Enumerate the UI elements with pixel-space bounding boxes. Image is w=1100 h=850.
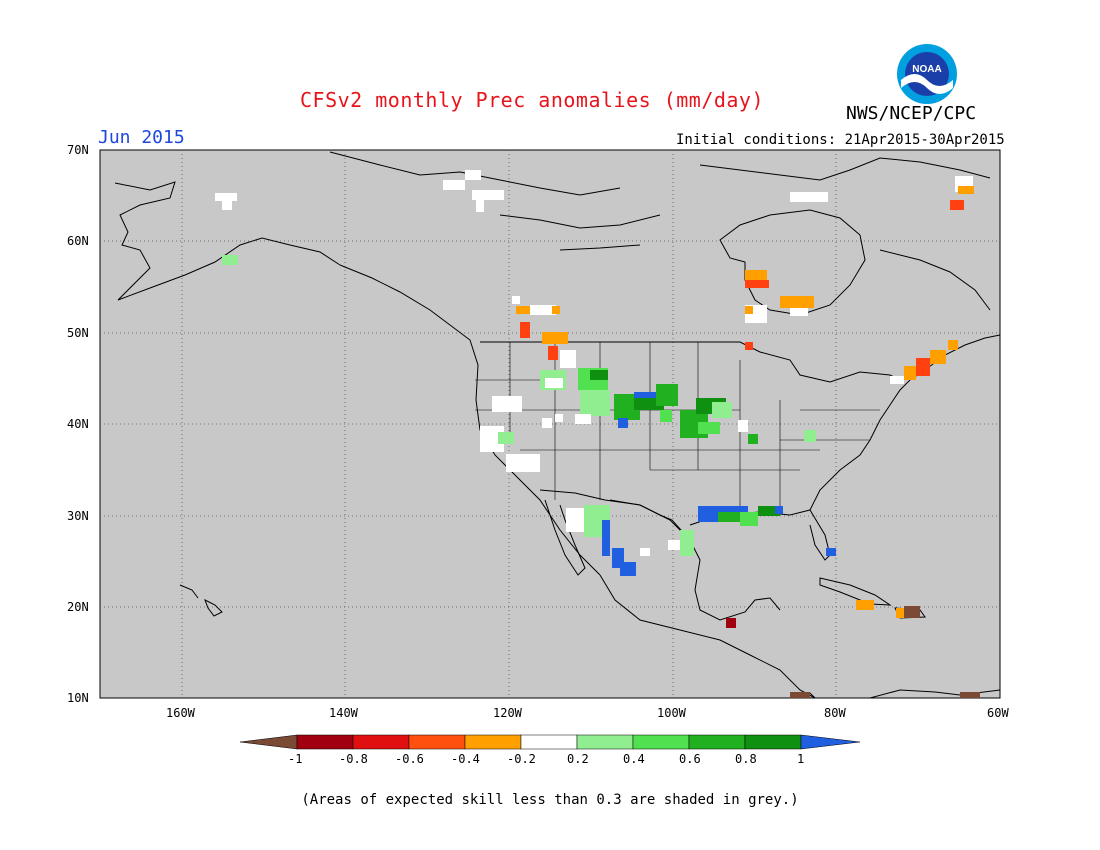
lat-label: 30N	[67, 509, 89, 523]
anomaly-cell	[745, 280, 769, 288]
noaa-logo-text: NOAA	[912, 64, 941, 75]
anomaly-cell	[472, 190, 504, 200]
lon-label: 60W	[987, 706, 1009, 720]
colorbar-label: -0.8	[339, 752, 368, 766]
anomaly-cell	[443, 180, 465, 190]
anomaly-cell	[950, 200, 964, 210]
colorbar-label: -0.6	[395, 752, 424, 766]
anomaly-cell	[590, 370, 608, 380]
anomaly-cell	[620, 562, 636, 576]
anomaly-cell	[512, 296, 520, 304]
anomaly-cell	[856, 600, 874, 610]
anomaly-cell	[542, 418, 552, 428]
lon-label: 80W	[824, 706, 846, 720]
anomaly-cell	[530, 305, 556, 315]
anomaly-cell	[960, 692, 980, 698]
anomaly-cell	[738, 420, 748, 432]
anomaly-cell	[948, 340, 958, 350]
lat-label: 50N	[67, 326, 89, 340]
anomaly-cell	[930, 350, 946, 364]
colorbar-label: 0.8	[735, 752, 757, 766]
lat-label: 70N	[67, 143, 89, 157]
anomaly-cell	[465, 170, 481, 180]
anomaly-cell	[698, 422, 720, 434]
anomaly-cell	[745, 270, 767, 280]
colorbar-label: 1	[797, 752, 805, 766]
anomaly-cell	[904, 606, 920, 618]
anomaly-cell	[634, 392, 664, 398]
anomaly-cell	[745, 342, 753, 350]
noaa-logo: NOAA	[895, 42, 959, 110]
anomaly-cell	[790, 692, 810, 698]
anomaly-cell	[660, 410, 672, 422]
anomaly-cell	[718, 512, 746, 522]
anomaly-cell	[498, 432, 514, 444]
anomaly-cell	[748, 434, 758, 444]
anomaly-cell	[640, 548, 650, 556]
colorbar-label: 0.2	[567, 752, 589, 766]
map-title: CFSv2 monthly Prec anomalies (mm/day)	[300, 88, 765, 112]
anomaly-cell	[790, 308, 808, 316]
anomaly-cell	[602, 520, 610, 556]
anomaly-cell	[656, 384, 678, 406]
anomaly-cell	[712, 402, 732, 418]
anomaly-cell	[780, 296, 814, 308]
colorbar-label: -0.4	[451, 752, 480, 766]
anomaly-cell	[506, 454, 540, 472]
lon-label: 120W	[493, 706, 522, 720]
anomaly-cell	[726, 618, 736, 628]
anomaly-cell	[215, 193, 237, 201]
anomaly-cell	[222, 200, 232, 210]
anomaly-cell	[890, 376, 904, 384]
lon-label: 160W	[166, 706, 195, 720]
anomaly-cell	[758, 506, 780, 516]
colorbar-high-arrow	[800, 734, 861, 750]
anomaly-cell	[668, 540, 680, 550]
anomaly-cell	[560, 350, 576, 368]
anomaly-cells	[215, 170, 980, 698]
anomaly-cell	[680, 530, 694, 556]
colorbar-low-arrow	[239, 734, 298, 750]
anomaly-cell	[740, 512, 758, 526]
anomaly-cell	[545, 378, 563, 388]
lat-label: 20N	[67, 600, 89, 614]
lat-label: 40N	[67, 417, 89, 431]
colorbar-label: -1	[288, 752, 303, 766]
anomaly-cell	[775, 506, 783, 514]
footnote: (Areas of expected skill less than 0.3 a…	[301, 792, 799, 808]
anomaly-cell	[222, 255, 238, 265]
anomaly-cell	[904, 366, 916, 380]
anomaly-cell	[745, 306, 753, 314]
graticule	[100, 150, 1000, 698]
anomaly-cell	[492, 396, 522, 412]
anomaly-cell	[580, 390, 610, 416]
anomaly-cell	[542, 332, 568, 344]
colorbar-label: 0.4	[623, 752, 645, 766]
anomaly-cell	[516, 306, 530, 314]
lat-label: 10N	[67, 691, 89, 705]
anomaly-cell	[555, 414, 563, 422]
anomaly-cell	[826, 548, 836, 556]
anomaly-cell	[916, 358, 930, 376]
forecast-period: Jun 2015	[98, 127, 185, 148]
anomaly-cell	[896, 608, 908, 618]
colorbar-label: 0.6	[679, 752, 701, 766]
colorbar-label: -0.2	[507, 752, 536, 766]
agency-label: NWS/NCEP/CPC	[846, 103, 977, 124]
anomaly-cell	[958, 186, 974, 194]
lon-label: 140W	[329, 706, 358, 720]
lat-label: 60N	[67, 234, 89, 248]
anomaly-cell	[804, 430, 816, 442]
lon-label: 100W	[657, 706, 686, 720]
anomaly-cell	[520, 322, 530, 338]
initial-conditions: Initial conditions: 21Apr2015-30Apr2015	[676, 132, 1005, 148]
anomaly-cell	[790, 192, 828, 202]
anomaly-cell	[476, 200, 484, 212]
anomaly-cell	[618, 418, 628, 428]
anomaly-cell	[575, 414, 591, 424]
anomaly-cell	[548, 346, 558, 360]
colorbar	[239, 734, 861, 750]
anomaly-cell	[552, 306, 560, 314]
